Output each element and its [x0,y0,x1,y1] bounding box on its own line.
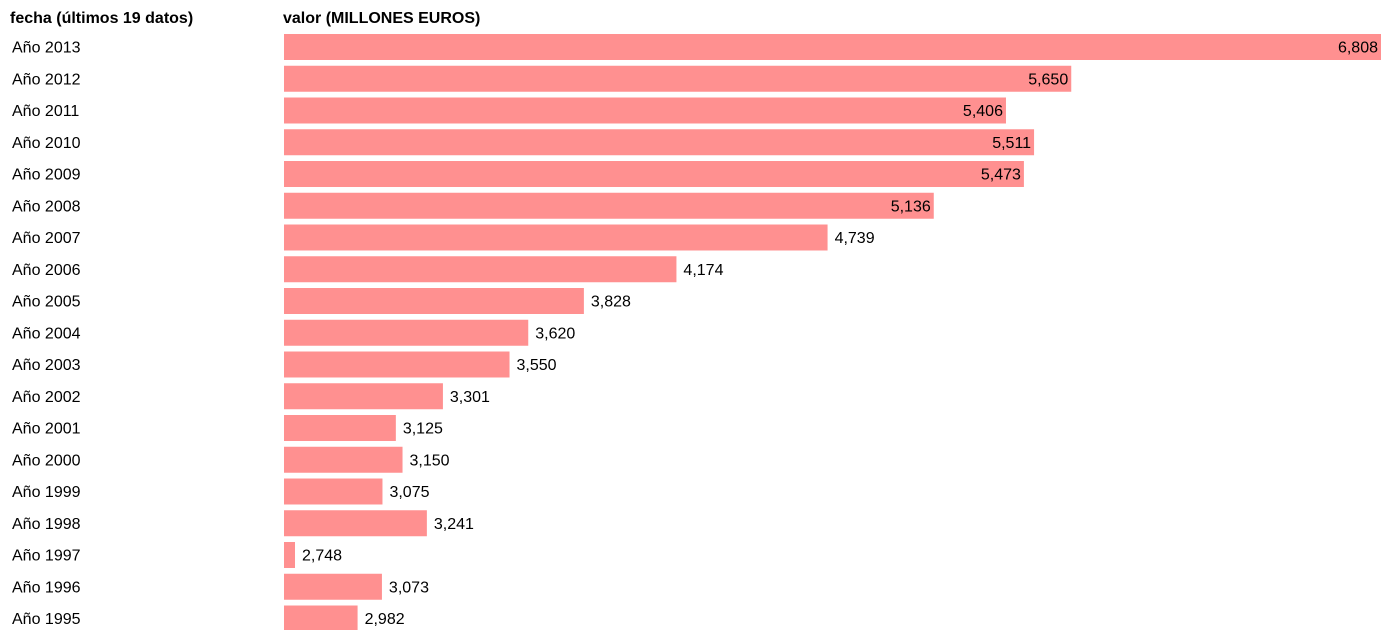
bar-row: Año 2003 3,550 [12,351,557,378]
category-label: Año 2001 [12,421,81,438]
bar [284,446,403,473]
category-label: Año 2000 [12,452,81,469]
category-label: Año 2003 [12,357,81,374]
value-label: 5,473 [981,167,1021,184]
value-label: 4,174 [683,262,723,279]
category-label: Año 2010 [12,135,81,152]
bar [284,65,1072,92]
category-label: Año 2005 [12,294,81,311]
bar-row: Año 2000 3,150 [12,446,450,473]
value-label: 5,650 [1028,71,1068,88]
bar [284,97,1006,124]
bar [284,288,584,314]
bar-row: Año 1998 3,241 [12,510,474,537]
bar-row: Año 2012 5,650 [12,65,1072,92]
category-label: Año 1999 [12,484,81,501]
category-label: Año 2009 [12,167,81,184]
bar [284,161,1024,187]
category-label: Año 2006 [12,262,81,279]
category-label: Año 2013 [12,40,81,57]
value-label: 2,982 [365,611,405,628]
value-label: 4,739 [835,230,875,247]
category-label: Año 1998 [12,516,81,533]
bar [284,415,396,441]
bar [284,383,443,410]
bar-row: Año 1999 3,075 [12,478,430,505]
category-label: Año 1997 [12,548,81,565]
bar [284,34,1381,60]
bar [284,542,295,568]
value-label: 5,136 [891,198,931,215]
value-label: 3,301 [450,389,490,406]
bar-row: Año 1997 2,748 [12,542,342,568]
bar-row: Año 1996 3,073 [12,573,429,600]
bar-row: Año 2013 6,808 [12,34,1381,60]
value-label: 5,511 [992,135,1031,152]
category-label: Año 2008 [12,198,81,215]
bar [284,256,677,283]
category-label: Año 2007 [12,230,81,247]
value-label: 3,241 [434,516,474,533]
bar-row: Año 2006 4,174 [12,256,724,283]
bar-row: Año 2002 3,301 [12,383,490,410]
bar [284,351,510,378]
bar [284,478,383,505]
bar-row: Año 2009 5,473 [12,161,1024,187]
bar-row: Año 2011 5,406 [12,97,1006,124]
category-label: Año 1995 [12,611,81,628]
bar-row: Año 2007 4,739 [12,224,875,251]
bar-row: Año 2004 3,620 [12,319,575,346]
value-label: 3,620 [535,325,575,342]
bar [284,573,382,600]
bar [284,319,529,346]
value-label: 2,748 [302,548,342,565]
value-label: 3,828 [591,294,631,311]
bar-row: Año 2001 3,125 [12,415,443,441]
bar-row: Año 1995 2,982 [12,605,405,630]
value-label: 5,406 [963,103,1003,120]
value-label: 3,073 [389,579,429,596]
bar [284,605,358,630]
bar [284,224,828,251]
category-column-header: fecha (últimos 19 datos) [10,10,193,27]
bar-row: Año 2008 5,136 [12,192,934,219]
value-label: 6,808 [1338,40,1378,57]
bar-row: Año 2010 5,511 [12,129,1035,156]
bar [284,129,1035,156]
bar [284,192,934,219]
value-column-header: valor (MILLONES EUROS) [283,10,480,27]
category-label: Año 2004 [12,325,81,342]
category-label: Año 1996 [12,579,81,596]
category-label: Año 2002 [12,389,81,406]
bar-row: Año 2005 3,828 [12,288,631,314]
value-label: 3,150 [410,452,450,469]
value-label: 3,550 [517,357,557,374]
value-label: 3,125 [403,421,443,438]
value-label: 3,075 [389,484,429,501]
category-label: Año 2012 [12,71,81,88]
category-label: Año 2011 [12,103,79,120]
bar [284,510,427,537]
